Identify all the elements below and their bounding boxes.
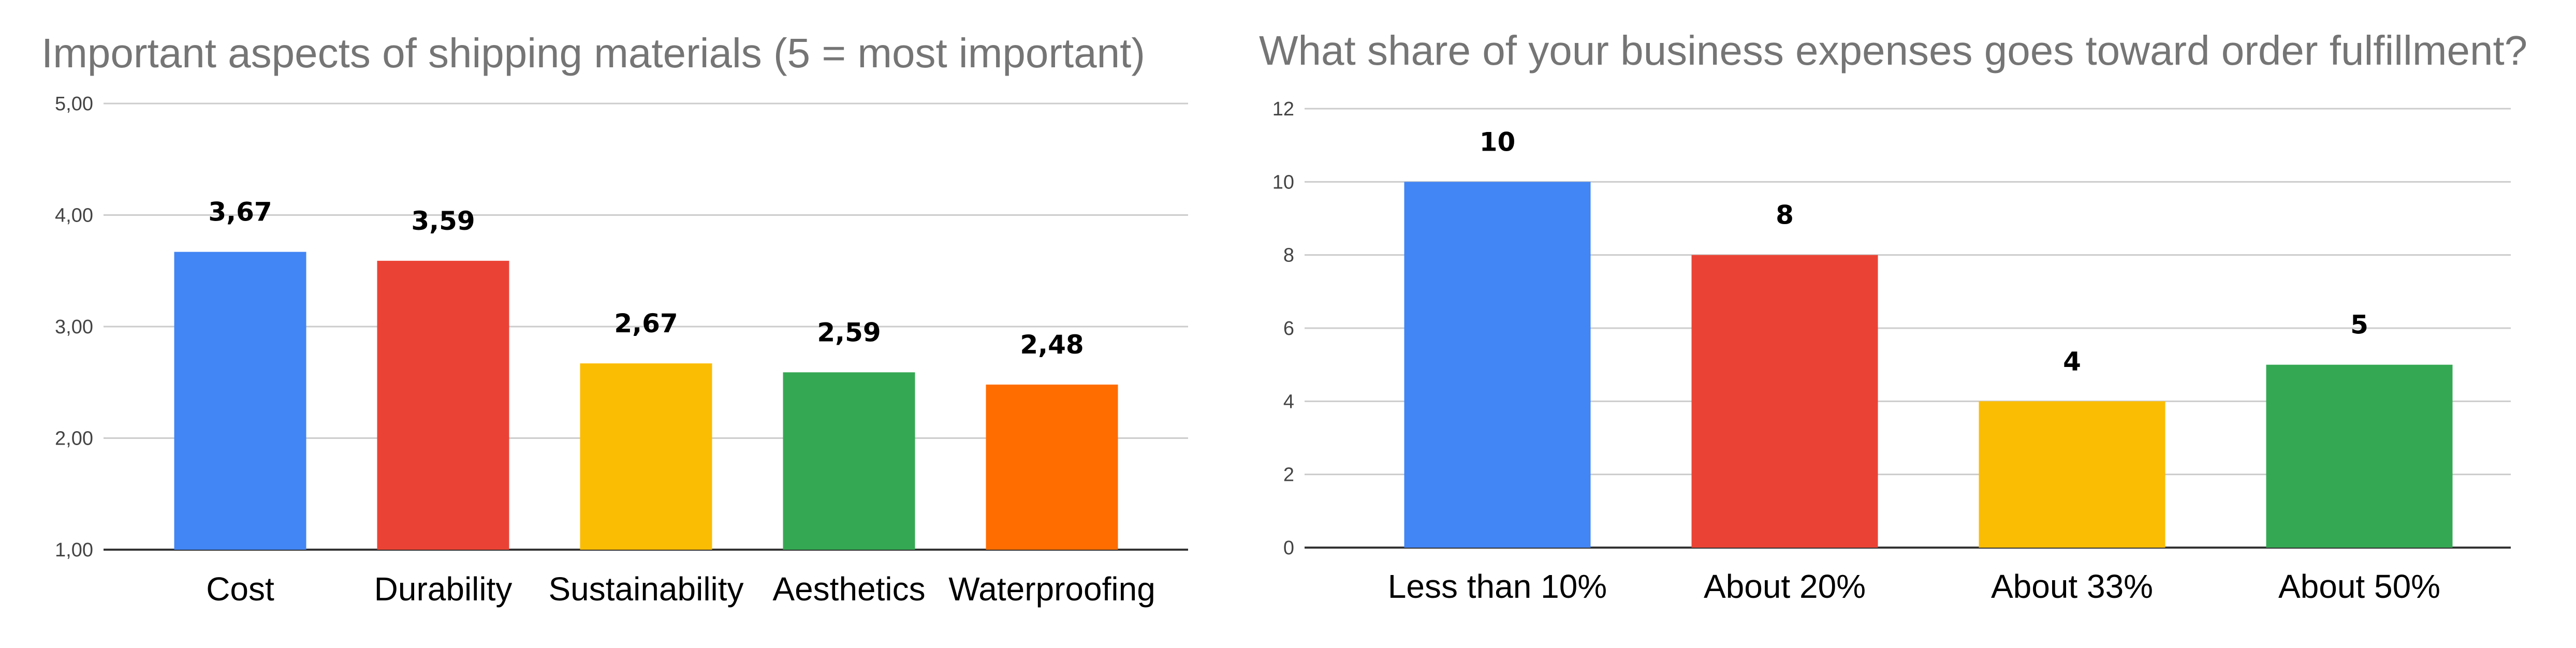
- y-tick-label: 5,00: [55, 93, 93, 115]
- y-tick-label: 8: [1283, 245, 1294, 267]
- y-tick-label: 2: [1283, 464, 1294, 486]
- chart-shipping-aspects: Important aspects of shipping materials …: [41, 30, 1188, 608]
- data-label: 5: [2350, 310, 2368, 340]
- bar-sustainability: [580, 363, 712, 550]
- bar-waterproofing: [986, 385, 1118, 550]
- x-tick-label: Durability: [374, 570, 513, 608]
- y-tick-label: 6: [1283, 318, 1294, 340]
- x-tick-label: Cost: [206, 570, 274, 608]
- bar-durability: [377, 260, 509, 550]
- bar-about-50-: [2266, 364, 2453, 548]
- bar-cost: [174, 252, 306, 550]
- y-tick-label: 1,00: [55, 539, 93, 561]
- bar-less-than-10-: [1404, 182, 1591, 548]
- chart-title: What share of your business expenses goe…: [1259, 27, 2527, 73]
- data-label: 2,48: [1020, 330, 1084, 360]
- x-tick-label: About 33%: [1991, 568, 2153, 605]
- x-tick-label: Aesthetics: [772, 570, 925, 608]
- data-label: 4: [2063, 346, 2081, 376]
- y-tick-label: 4: [1283, 391, 1294, 413]
- y-tick-label: 2,00: [55, 428, 93, 450]
- x-tick-label: Sustainability: [548, 570, 743, 608]
- y-tick-label: 3,00: [55, 316, 93, 338]
- bar-about-20-: [1691, 255, 1878, 548]
- data-label: 8: [1776, 200, 1794, 230]
- x-tick-label: About 50%: [2278, 568, 2440, 605]
- x-tick-label: About 20%: [1704, 568, 1866, 605]
- data-label: 3,67: [208, 197, 272, 227]
- data-label: 2,67: [614, 308, 678, 338]
- y-tick-label: 10: [1272, 171, 1294, 193]
- bar-about-33-: [1979, 401, 2165, 548]
- x-tick-label: Less than 10%: [1388, 568, 1607, 605]
- y-tick-label: 0: [1283, 537, 1294, 559]
- x-tick-label: Waterproofing: [948, 570, 1155, 608]
- data-label: 10: [1480, 127, 1516, 157]
- data-label: 2,59: [817, 317, 881, 347]
- data-label: 3,59: [411, 206, 475, 236]
- bar-aesthetics: [783, 372, 915, 550]
- chart-fulfillment-expenses: What share of your business expenses goe…: [1259, 27, 2527, 605]
- y-tick-label: 4,00: [55, 205, 93, 227]
- chart-title: Important aspects of shipping materials …: [41, 30, 1145, 76]
- y-tick-label: 12: [1272, 98, 1294, 120]
